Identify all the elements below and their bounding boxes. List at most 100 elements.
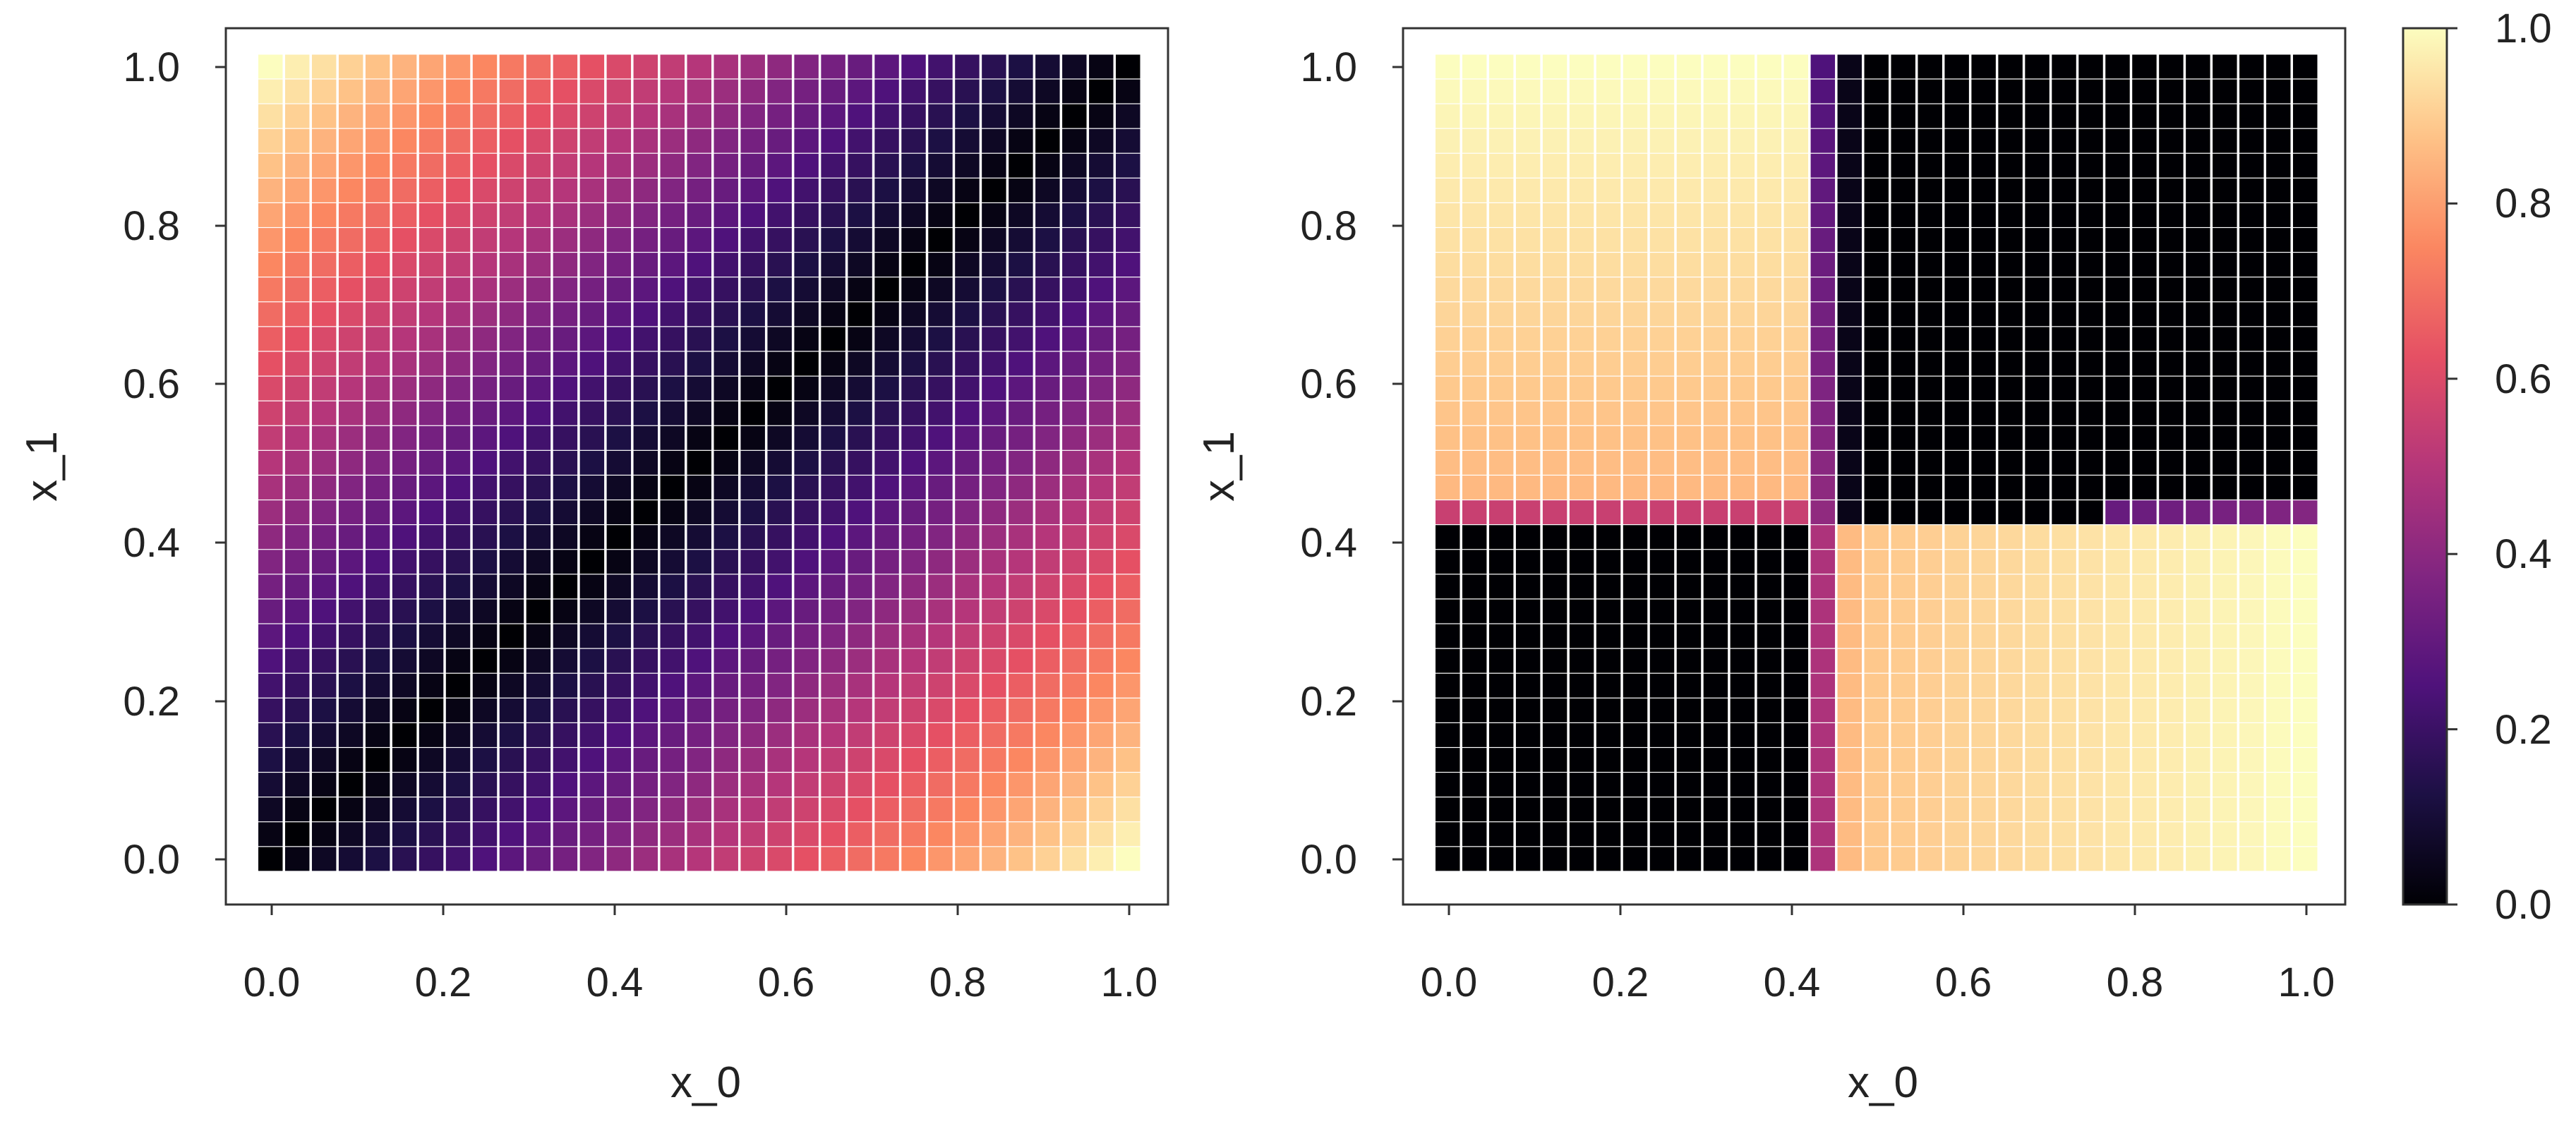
heatmap-cell <box>499 302 524 327</box>
heatmap-cell <box>526 253 551 277</box>
heatmap-cell <box>338 525 363 550</box>
right-y-axis-label: x_1 <box>1195 431 1244 502</box>
heatmap-cell <box>1462 500 1487 525</box>
heatmap-cell <box>365 253 390 277</box>
heatmap-cell <box>2186 822 2210 847</box>
heatmap-cell <box>1971 54 1996 79</box>
heatmap-cell <box>1864 253 1889 277</box>
heatmap-cell <box>606 476 632 500</box>
heatmap-cell <box>1676 376 1702 401</box>
heatmap-cell <box>2213 277 2237 302</box>
heatmap-cell <box>579 104 605 128</box>
heatmap-cell <box>821 178 845 202</box>
heatmap-cell <box>2186 574 2210 599</box>
heatmap-cell <box>1436 153 1460 178</box>
heatmap-cell <box>794 277 819 302</box>
heatmap-cell <box>1783 797 1809 822</box>
heatmap-cell <box>1488 277 1514 302</box>
heatmap-cell <box>848 277 872 302</box>
heatmap-cell <box>1596 253 1621 277</box>
heatmap-cell <box>284 228 310 252</box>
heatmap-cell <box>821 277 845 302</box>
heatmap-cell <box>392 773 417 797</box>
heatmap-cell <box>740 500 765 525</box>
heatmap-cell <box>1515 401 1541 425</box>
heatmap-cell <box>1757 104 1782 128</box>
heatmap-cell <box>2052 574 2076 599</box>
heatmap-cell <box>928 79 953 104</box>
heatmap-cell <box>1009 253 1033 277</box>
heatmap-cell <box>660 822 685 847</box>
heatmap-cell <box>1623 722 1648 747</box>
heatmap-cell <box>821 401 845 425</box>
heatmap-cell <box>1009 327 1033 351</box>
heatmap-cell <box>526 228 551 252</box>
heatmap-cell <box>284 748 310 772</box>
heatmap-cell <box>1757 128 1782 153</box>
heatmap-cell <box>687 253 711 277</box>
heatmap-cell <box>1998 128 2023 153</box>
heatmap-cell <box>1623 673 1648 698</box>
heatmap-cell <box>1623 624 1648 648</box>
heatmap-cell <box>1035 797 1060 822</box>
heatmap-cell <box>660 128 685 153</box>
heatmap-cell <box>1009 104 1033 128</box>
heatmap-cell <box>1676 450 1702 475</box>
heatmap-cell <box>633 425 658 450</box>
heatmap-cell <box>1703 425 1728 450</box>
heatmap-cell <box>1009 425 1033 450</box>
heatmap-cell <box>1944 228 1969 252</box>
heatmap-cell <box>392 351 417 376</box>
heatmap-cell <box>1998 525 2023 550</box>
heatmap-cell <box>1035 525 1060 550</box>
heatmap-cell <box>2078 525 2103 550</box>
heatmap-cell <box>955 525 980 550</box>
heatmap-cell <box>499 574 524 599</box>
heatmap-cell <box>714 624 738 648</box>
heatmap-cell <box>1035 425 1060 450</box>
heatmap-cell <box>2159 178 2184 202</box>
heatmap-cell <box>579 54 605 79</box>
heatmap-cell <box>1730 54 1755 79</box>
heatmap-cell <box>1944 698 1969 722</box>
heatmap-cell <box>2239 773 2264 797</box>
heatmap-cell <box>1837 648 1862 673</box>
heatmap-cell <box>1757 748 1782 772</box>
heatmap-cell <box>687 624 711 648</box>
heatmap-cell <box>2159 277 2184 302</box>
heatmap-cell <box>767 797 792 822</box>
heatmap-cell <box>1757 525 1782 550</box>
heatmap-cell <box>1569 128 1594 153</box>
heatmap-cell <box>284 153 310 178</box>
heatmap-cell <box>1971 599 1996 624</box>
heatmap-cell <box>1676 425 1702 450</box>
heatmap-cell <box>1891 500 1915 525</box>
heatmap-cell <box>1462 376 1487 401</box>
heatmap-cell <box>1783 722 1809 747</box>
heatmap-cell <box>1515 624 1541 648</box>
heatmap-cell <box>955 450 980 475</box>
heatmap-cell <box>1488 228 1514 252</box>
heatmap-cell <box>1998 401 2023 425</box>
heatmap-cell <box>1035 253 1060 277</box>
heatmap-cell <box>1864 351 1889 376</box>
heatmap-cell <box>1035 277 1060 302</box>
heatmap-cell <box>2159 327 2184 351</box>
heatmap-cell <box>1062 476 1087 500</box>
heatmap-cell <box>1462 277 1487 302</box>
heatmap-cell <box>2159 500 2184 525</box>
x-tick-label: 0.4 <box>1764 960 1821 1005</box>
heatmap-cell <box>311 425 337 450</box>
heatmap-cell <box>1623 574 1648 599</box>
heatmap-cell <box>2078 500 2103 525</box>
heatmap-cell <box>2132 401 2157 425</box>
heatmap-cell <box>1703 302 1728 327</box>
heatmap-cell <box>1810 574 1836 599</box>
heatmap-cell <box>1089 847 1114 871</box>
heatmap-cell <box>499 79 524 104</box>
heatmap-cell <box>472 748 498 772</box>
heatmap-cell <box>1062 104 1087 128</box>
heatmap-cell <box>1569 376 1594 401</box>
heatmap-cell <box>687 401 711 425</box>
heatmap-cell <box>1703 178 1728 202</box>
